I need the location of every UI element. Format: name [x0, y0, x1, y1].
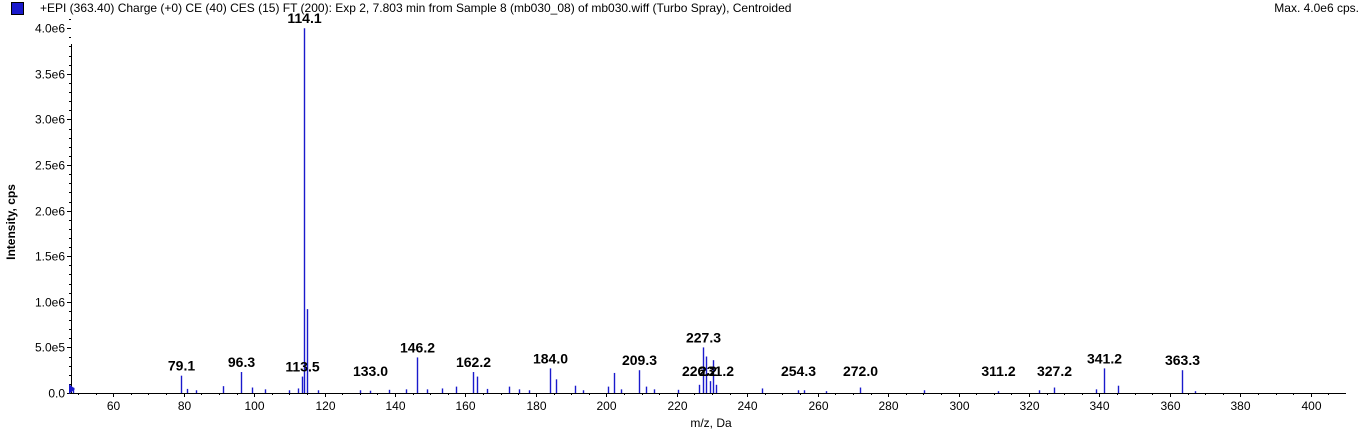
y-tick-label: 1.0e6	[35, 296, 65, 310]
x-tick-label: 320	[1019, 399, 1039, 413]
peak-label: 272.0	[843, 363, 878, 379]
x-tick-label: 400	[1301, 399, 1321, 413]
y-tick-label: 3.5e6	[35, 68, 65, 82]
peak-label: 363.3	[1165, 352, 1200, 368]
x-tick-label: 60	[107, 399, 121, 413]
x-tick-label: 380	[1230, 399, 1250, 413]
y-tick-label: 3.0e6	[35, 113, 65, 127]
peak-bars	[72, 28, 1197, 393]
y-tick-label: 1.5e6	[35, 250, 65, 264]
peak-label: 184.0	[533, 350, 568, 366]
peak-label: 96.3	[228, 354, 255, 370]
x-tick-label: 80	[178, 399, 192, 413]
peak-label: 133.0	[353, 363, 388, 379]
peak-label: 226.2	[682, 363, 717, 379]
y-tick-label: 5.0e5	[35, 341, 65, 355]
x-tick-label: 280	[878, 399, 898, 413]
x-tick-label: 180	[526, 399, 546, 413]
peak-label: 113.5	[285, 359, 319, 375]
y-tick-label: 0.0	[48, 387, 65, 401]
x-axis-ticks: 60 80 100 120 140 160 180 200 220 240 260 280 300 320…	[78, 393, 1329, 413]
peak-label: 311.2	[981, 363, 1015, 379]
peak-labels: 79.1 96.3 113.5 114.1 133.0 146.2 162.2 184.0 20…	[168, 10, 1200, 379]
peak-label: 231.2	[699, 363, 734, 379]
y-tick-label: 2.5e6	[35, 159, 65, 173]
peak-label: 114.1	[287, 10, 321, 26]
y-axis-ticks: 0.0 5.0e5 1.0e6 1.5e6 2.0e6 2.5e6 3.0e6 3.5e6 4.…	[35, 19, 71, 401]
x-axis-title: m/z, Da	[690, 416, 732, 430]
x-tick-label: 140	[385, 399, 405, 413]
x-tick-label: 360	[1160, 399, 1180, 413]
peak-label: 341.2	[1087, 350, 1122, 366]
spectrum-title: +EPI (363.40) Charge (+0) CE (40) CES (1…	[40, 1, 792, 15]
x-tick-label: 260	[808, 399, 828, 413]
y-tick-label: 4.0e6	[35, 22, 65, 36]
series-color-swatch	[11, 2, 24, 15]
max-intensity-label: Max. 4.0e6 cps.	[1274, 1, 1359, 15]
peak-label: 227.3	[686, 329, 721, 345]
left-arrow-icon[interactable]	[69, 384, 75, 394]
x-tick-label: 300	[949, 399, 969, 413]
x-tick-label: 240	[737, 399, 757, 413]
x-tick-label: 100	[244, 399, 264, 413]
peak-label: 327.2	[1037, 363, 1072, 379]
peak-label: 146.2	[400, 339, 435, 355]
y-axis-title: Intensity, cps	[4, 184, 18, 260]
spectrum-header: +EPI (363.40) Charge (+0) CE (40) CES (1…	[0, 0, 1362, 18]
x-tick-label: 200	[596, 399, 616, 413]
peak-label: 254.3	[781, 363, 816, 379]
y-tick-label: 2.0e6	[35, 205, 65, 219]
peak-label: 209.3	[622, 352, 657, 368]
peak-label: 162.2	[456, 354, 491, 370]
x-tick-label: 120	[315, 399, 335, 413]
x-tick-label: 220	[667, 399, 687, 413]
x-tick-label: 160	[455, 399, 475, 413]
x-tick-label: 340	[1089, 399, 1109, 413]
peak-label: 79.1	[168, 358, 195, 374]
